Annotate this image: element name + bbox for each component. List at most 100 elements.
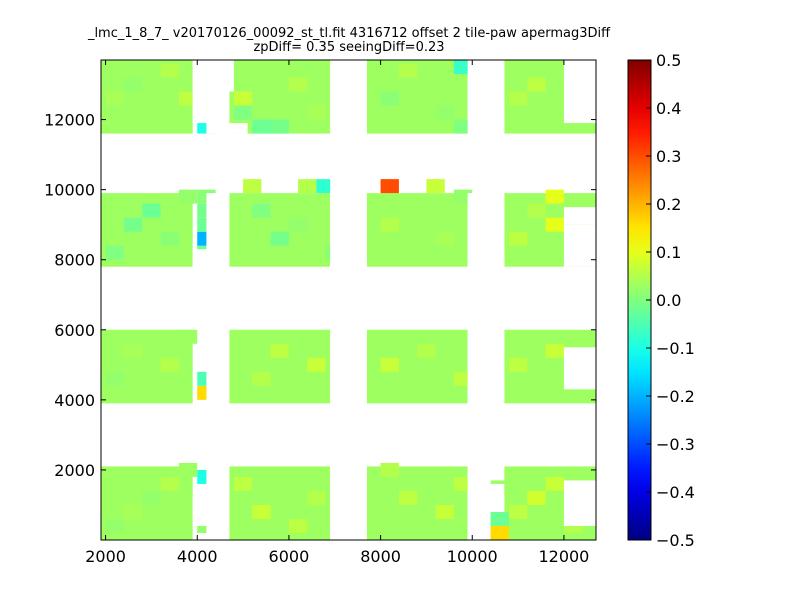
heatmap-cell (398, 203, 418, 218)
x-tick-label: 8000 (360, 547, 401, 566)
heatmap-cell (252, 371, 271, 386)
heatmap-cell (233, 476, 253, 491)
axes: 2000 4000 6000 8000 10000 12000 2000 4000 6000 80… (44, 59, 597, 566)
empty-region (192, 497, 207, 526)
heatmap-cell (270, 119, 289, 134)
chart-subtitle: zpDiff= 0.35 seeingDiff=0.23 (253, 40, 444, 55)
empty-region (486, 494, 505, 512)
colorbar-tick-label: 0.5 (656, 51, 681, 70)
heatmap-cell (288, 77, 308, 92)
y-tick-label: 4000 (54, 391, 95, 410)
colorbar-tick-label: 0.1 (656, 243, 681, 262)
x-tick-label: 6000 (269, 547, 310, 566)
empty-region (192, 60, 207, 124)
colorbar-tick-label: 0.4 (656, 99, 681, 118)
heatmap-cell (178, 462, 198, 477)
heatmap-cell (307, 490, 326, 505)
heatmap-cell (380, 357, 399, 372)
heatmap-cell (160, 63, 179, 78)
heatmap-cell (270, 343, 289, 358)
heatmap-cell (160, 231, 179, 246)
heatmap-cell (508, 91, 528, 106)
x-tick-label: 12000 (538, 547, 589, 566)
heatmap-cell (142, 203, 161, 218)
chart-title: _lmc_1_8_7_ v20170126_00092_st_tl.fit 43… (87, 26, 611, 41)
heatmap-cell (545, 343, 564, 358)
empty-region (330, 60, 367, 540)
heatmap-cell (105, 371, 124, 386)
empty-region (563, 347, 596, 390)
heatmap-cell (105, 91, 124, 106)
heatmap-cell (508, 504, 528, 519)
heatmap-cell (123, 504, 143, 519)
y-tick-label: 6000 (54, 321, 95, 340)
heatmap-cell (105, 245, 124, 260)
x-tick-label: 2000 (85, 547, 126, 566)
heatmap-cell (307, 357, 326, 372)
heatmap-cell (123, 343, 143, 358)
colorbar-tick-label: 0.3 (656, 147, 681, 166)
heatmap-cell (527, 77, 546, 92)
empty-region (563, 224, 596, 267)
heatmap-cell (233, 91, 253, 106)
empty-region (563, 480, 596, 526)
colorbar-tick-label: −0.4 (656, 483, 695, 502)
empty-region (467, 60, 505, 134)
heatmap-cell (233, 105, 253, 120)
heatmap-cell (178, 189, 198, 204)
heatmap-cell (380, 179, 399, 194)
heatmap-cell (160, 476, 179, 491)
heatmap-cell (252, 119, 271, 134)
heatmap-cell (398, 490, 418, 505)
plot-frame (100, 59, 597, 541)
empty-region (563, 60, 596, 124)
heatmap-cell (123, 77, 143, 92)
plot-area (101, 60, 596, 540)
empty-region (467, 193, 505, 267)
tile-block (229, 193, 331, 267)
empty-region (229, 60, 234, 92)
heatmap-cell (435, 231, 454, 246)
heatmap-cell (105, 518, 124, 533)
empty-region (467, 329, 505, 404)
colorbar: 0.5 0.4 0.3 0.2 0.1 0.0 −0.1 −0.2 −0.3 −0.4 −0.5 (627, 51, 695, 550)
empty-region (192, 249, 207, 267)
heatmap-cell (435, 105, 454, 120)
heatmap-cell (178, 329, 198, 344)
x-tick-label: 4000 (177, 547, 218, 566)
y-tick-label: 2000 (54, 461, 95, 480)
heatmap-cell (398, 63, 418, 78)
y-tick-label: 10000 (44, 181, 95, 200)
heatmap-cell (380, 462, 399, 477)
heatmap-cell (288, 217, 308, 232)
heatmap-cell (508, 231, 528, 246)
empty-region (206, 329, 230, 404)
colorbar-tick-label: 0.0 (656, 291, 681, 310)
heatmap-cell (270, 231, 289, 246)
heatmap-cell (545, 189, 564, 204)
heatmap-cell (243, 179, 262, 194)
empty-region (206, 193, 230, 267)
colorbar-tick-label: −0.1 (656, 339, 695, 358)
empty-region (229, 123, 248, 134)
colorbar-tick-label: −0.2 (656, 387, 695, 406)
heatmap-cell (142, 490, 161, 505)
heatmap-cell (380, 217, 399, 232)
y-tick-label: 8000 (54, 251, 95, 270)
heatmap-cell (545, 217, 564, 232)
heatmap-cell (426, 179, 445, 194)
heatmap-cell (508, 357, 528, 372)
heatmap-cell (527, 203, 546, 218)
y-tick-label: 12000 (44, 111, 95, 130)
heatmap-cell (123, 217, 143, 232)
heatmap-cell (563, 385, 583, 400)
heatmap-cell (142, 105, 161, 120)
heatmap-cell (160, 357, 179, 372)
empty-region (486, 466, 505, 481)
heatmap-cell (527, 490, 546, 505)
empty-region (467, 466, 486, 540)
heatmap-cell (490, 511, 509, 526)
heatmap-cell (380, 91, 399, 106)
heatmap-cell (252, 504, 271, 519)
